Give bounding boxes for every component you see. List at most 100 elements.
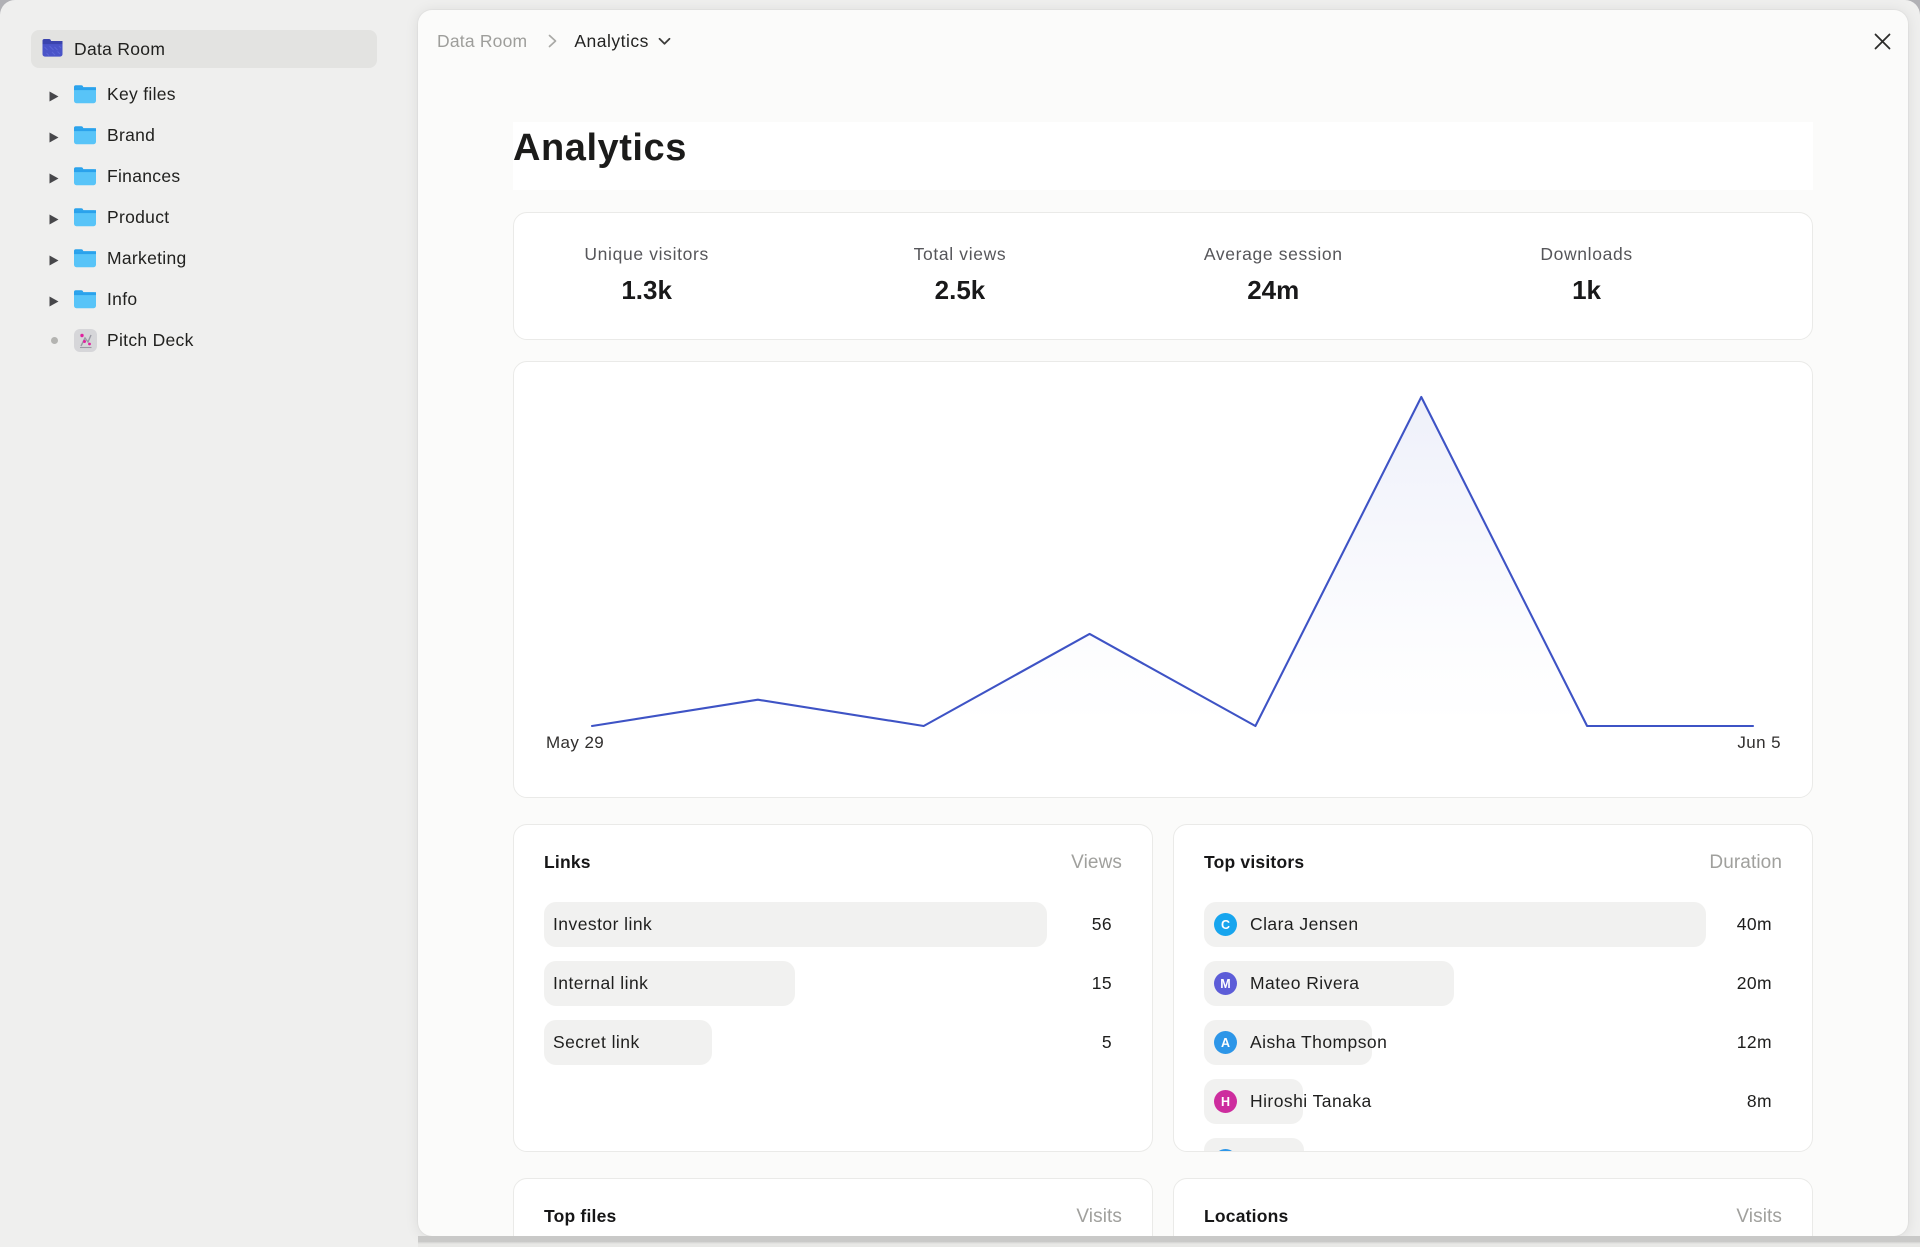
folder-icon: [73, 166, 97, 191]
chevron-down-icon[interactable]: [658, 37, 671, 46]
pitch-deck-thumbnail-icon: [74, 329, 97, 357]
chevron-right-icon: [548, 34, 557, 48]
stat-downloads: Downloads 1k: [1430, 213, 1743, 339]
link-label: Secret link: [553, 1032, 640, 1052]
link-views-value: 56: [1091, 914, 1112, 934]
stat-unique-visitors: Unique visitors 1.3k: [490, 213, 803, 339]
disclosure-triangle-icon[interactable]: [49, 130, 59, 148]
visitors-card-title: Top visitors: [1204, 852, 1305, 872]
sidebar-item-product[interactable]: Product: [0, 197, 418, 238]
link-views-value: 15: [1091, 973, 1112, 993]
sidebar-item-label: Product: [107, 207, 170, 227]
locations-card-title: Locations: [1204, 1206, 1289, 1226]
breadcrumb-data-room[interactable]: Data Room: [437, 30, 528, 51]
sidebar-item-label: Pitch Deck: [107, 330, 194, 350]
visitor-row[interactable]: A Aisha Thompson 12m: [1204, 1020, 1782, 1065]
visitor-name: Aisha Thompson: [1250, 1032, 1388, 1052]
sidebar-item-label: Key files: [107, 84, 176, 104]
link-row-investor[interactable]: Investor link 56: [544, 902, 1122, 947]
avatar: H: [1214, 1090, 1237, 1113]
stat-label: Downloads: [1540, 243, 1633, 264]
visitor-row[interactable]: N Natasha Kim 5m: [1204, 1138, 1782, 1151]
sidebar-item-label: Finances: [107, 166, 181, 186]
folder-icon: [73, 84, 97, 109]
visitor-duration-value: 20m: [1736, 973, 1772, 993]
visitor-row[interactable]: H Hiroshi Tanaka 8m: [1204, 1079, 1782, 1124]
analytics-panel: Data Room Analytics Analytics Unique vis…: [418, 10, 1908, 1236]
stat-value: 24m: [1247, 274, 1300, 305]
disclosure-triangle-icon[interactable]: [49, 253, 59, 271]
visitors-duration-header: Duration: [1709, 852, 1782, 873]
visitor-row[interactable]: C Clara Jensen 40m: [1204, 902, 1782, 947]
link-bar: [544, 961, 795, 1006]
sidebar-item-label: Data Room: [74, 39, 166, 59]
link-row-secret[interactable]: Secret link 5: [544, 1020, 1122, 1065]
visitor-bar: [1204, 902, 1706, 947]
stats-card: Unique visitors 1.3k Total views 2.5k Av…: [513, 212, 1813, 340]
visitor-name: Natasha Kim: [1250, 1138, 1355, 1151]
link-bar: [544, 1020, 712, 1065]
close-icon: [1874, 33, 1891, 50]
folder-icon: [73, 289, 97, 314]
data-room-folder-icon: [41, 38, 64, 63]
disclosure-triangle-icon[interactable]: [49, 294, 59, 312]
links-views-header: Views: [1071, 852, 1122, 873]
disclosure-triangle-icon[interactable]: [49, 89, 59, 107]
link-views-value: 5: [1101, 1032, 1112, 1052]
visitor-name: Clara Jensen: [1250, 914, 1359, 934]
x-axis-end-label: Jun 5: [1737, 733, 1781, 752]
links-card: Links Views Investor link 56 Internal li…: [513, 824, 1153, 1152]
sidebar-tree: Key files Brand Finances Product Marketi: [0, 74, 418, 361]
visitor-duration-value: 40m: [1736, 914, 1772, 934]
locations-visits-header: Visits: [1736, 1206, 1782, 1227]
stat-label: Total views: [913, 243, 1007, 264]
sidebar-item-data-room[interactable]: Data Room: [31, 30, 377, 68]
bullet-dot-icon: [51, 337, 58, 344]
avatar: N: [1214, 1149, 1237, 1151]
folder-icon: [73, 207, 97, 232]
stat-average-session: Average session 24m: [1117, 213, 1430, 339]
sidebar-item-marketing[interactable]: Marketing: [0, 238, 418, 279]
chart-line: [590, 395, 1755, 728]
disclosure-triangle-icon[interactable]: [49, 171, 59, 189]
files-card-title: Top files: [544, 1206, 617, 1226]
visitor-bar: [1204, 1138, 1304, 1151]
visitor-duration-value: 12m: [1736, 1032, 1772, 1052]
close-button[interactable]: [1866, 25, 1898, 57]
sidebar-item-label: Marketing: [107, 248, 187, 268]
disclosure-triangle-icon[interactable]: [49, 212, 59, 230]
visitor-row[interactable]: M Mateo Rivera 20m: [1204, 961, 1782, 1006]
page-title: Analytics: [513, 126, 687, 169]
breadcrumb-analytics[interactable]: Analytics: [574, 30, 649, 51]
underlying-page-edge: [418, 1236, 1920, 1247]
visitor-bar: [1204, 961, 1454, 1006]
sidebar-item-info[interactable]: Info: [0, 279, 418, 320]
top-visitors-card: Top visitors Duration C Clara Jensen 40m…: [1173, 824, 1813, 1152]
sidebar: Data Room Key files Brand Finances P: [0, 0, 418, 1247]
visitor-name: Hiroshi Tanaka: [1250, 1091, 1372, 1111]
x-axis-start-label: May 29: [546, 733, 605, 752]
sidebar-item-label: Info: [107, 289, 138, 309]
sidebar-item-key-files[interactable]: Key files: [0, 74, 418, 115]
page-title-band[interactable]: Analytics: [513, 122, 1813, 190]
avatar: A: [1214, 1031, 1237, 1054]
sidebar-item-pitch-deck[interactable]: Pitch Deck: [0, 320, 418, 361]
folder-icon: [73, 248, 97, 273]
sidebar-item-finances[interactable]: Finances: [0, 156, 418, 197]
visits-line-chart: May 29 Jun 5: [513, 361, 1813, 798]
stat-value: 1k: [1572, 274, 1601, 305]
link-row-internal[interactable]: Internal link 15: [544, 961, 1122, 1006]
chart-area-fill: [592, 397, 1753, 726]
stat-label: Unique visitors: [584, 243, 709, 264]
avatar: C: [1214, 913, 1237, 936]
visitor-duration-value: 8m: [1746, 1091, 1772, 1111]
stat-value: 1.3k: [621, 274, 672, 305]
link-bar: [544, 902, 1047, 947]
sidebar-item-label: Brand: [107, 125, 156, 145]
link-label: Internal link: [553, 973, 649, 993]
stat-total-views: Total views 2.5k: [803, 213, 1116, 339]
sidebar-item-brand[interactable]: Brand: [0, 115, 418, 156]
visitor-name: Mateo Rivera: [1250, 973, 1360, 993]
visitor-duration-value: 5m: [1747, 1138, 1772, 1151]
